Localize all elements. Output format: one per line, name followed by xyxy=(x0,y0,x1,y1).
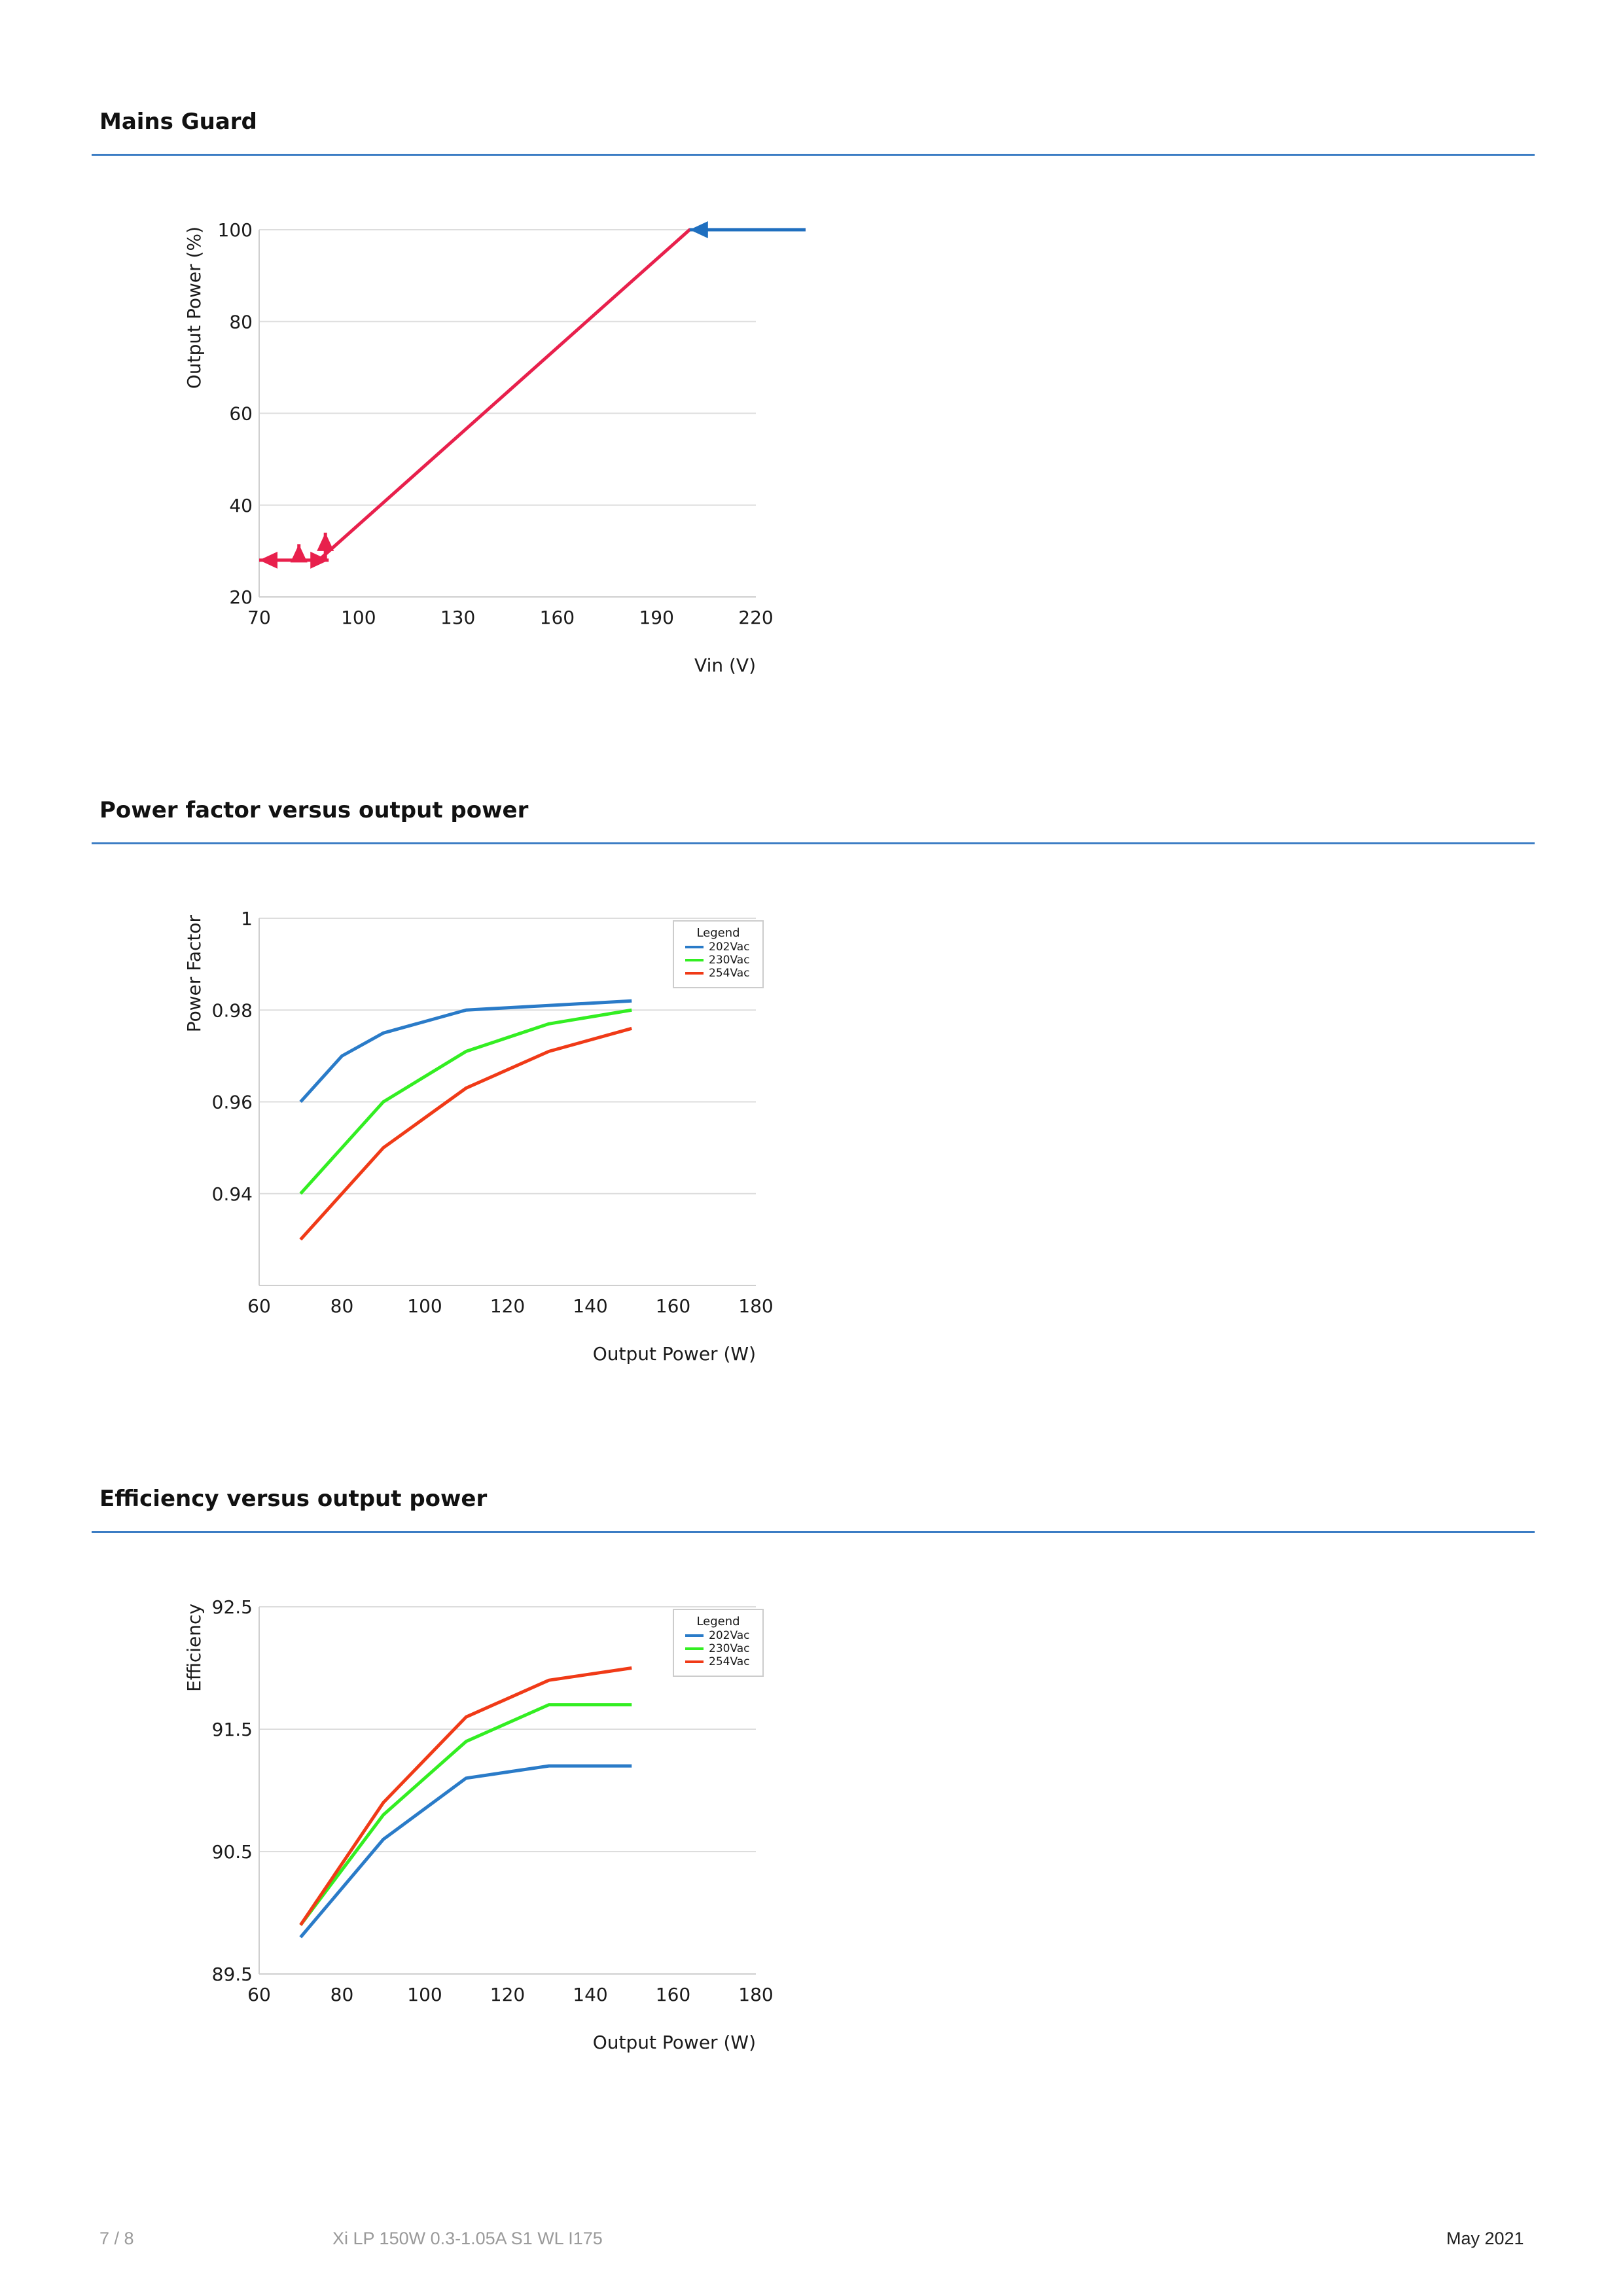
y-tick-label: 100 xyxy=(218,219,253,241)
legend-box xyxy=(673,1609,764,1677)
efficiency-chart: 89.5 90.5 91.5 92.5 60 80 100 120 140 160 180 Outpu… xyxy=(183,1596,774,2053)
y-axis-label: Efficiency xyxy=(183,1604,205,1692)
x-tick-label: 70 xyxy=(247,607,271,628)
y-tick-label: 91.5 xyxy=(212,1719,253,1740)
x-tick-label: 160 xyxy=(540,607,575,628)
annotation-arrow-head xyxy=(310,551,329,569)
x-tick-label: 100 xyxy=(407,1295,442,1317)
y-axis-label: Power Factor xyxy=(183,915,205,1033)
section-title-efficiency: Efficiency versus output power xyxy=(99,1486,488,1512)
annotation-arrow-head xyxy=(259,551,277,569)
annotation-arrow-head xyxy=(689,221,708,238)
x-tick-label: 140 xyxy=(573,1984,607,2005)
x-tick-label: 100 xyxy=(407,1984,442,2005)
series-line-254vac xyxy=(299,1666,632,1926)
x-tick-label: 180 xyxy=(738,1295,773,1317)
x-tick-label: 160 xyxy=(656,1984,690,2005)
x-tick-label: 100 xyxy=(341,607,376,628)
y-tick-label: 0.96 xyxy=(212,1092,253,1113)
x-tick-label: 120 xyxy=(490,1295,525,1317)
y-tick-label: 90.5 xyxy=(212,1841,253,1863)
legend-label: 254Vac xyxy=(709,967,750,980)
publication-date: May 2021 xyxy=(1446,2229,1524,2248)
mains-guard-chart: 20 40 60 80 100 70 100 130 160 190 220 Vin (V) Outpu… xyxy=(183,219,806,676)
x-tick-label: 220 xyxy=(738,607,773,628)
section-divider xyxy=(92,154,1535,156)
series-line xyxy=(317,228,806,562)
section-title-power-factor: Power factor versus output power xyxy=(99,797,529,823)
section-divider xyxy=(92,842,1535,844)
x-tick-label: 120 xyxy=(490,1984,525,2005)
legend-title: Legend xyxy=(696,926,740,940)
x-axis-label: Output Power (W) xyxy=(593,2032,756,2053)
legend-label: 202Vac xyxy=(709,941,750,954)
x-tick-label: 180 xyxy=(738,1984,773,2005)
series-line-230vac xyxy=(299,1008,632,1195)
x-tick-label: 160 xyxy=(656,1295,690,1317)
x-tick-label: 80 xyxy=(330,1295,354,1317)
y-tick-label: 80 xyxy=(229,311,253,332)
product-name: Xi LP 150W 0.3-1.05A S1 WL I175 xyxy=(332,2229,603,2248)
series-line-202vac xyxy=(299,999,632,1103)
x-axis-label: Vin (V) xyxy=(694,655,756,676)
annotation-arrow-head xyxy=(290,544,308,563)
y-tick-label: 20 xyxy=(229,586,253,608)
series-line-202vac xyxy=(299,1764,632,1939)
series-line-254vac xyxy=(299,1026,632,1241)
x-tick-label: 80 xyxy=(330,1984,354,2005)
series-line-230vac xyxy=(299,1703,632,1926)
legend-label: 254Vac xyxy=(709,1655,750,1668)
x-tick-label: 190 xyxy=(639,607,673,628)
legend-label: 230Vac xyxy=(709,1642,750,1655)
y-tick-label: 0.94 xyxy=(212,1183,253,1205)
x-tick-label: 140 xyxy=(573,1295,607,1317)
section-title-mains-guard: Mains Guard xyxy=(99,109,257,135)
section-divider xyxy=(92,1531,1535,1533)
legend-label: 202Vac xyxy=(709,1629,750,1642)
x-tick-label: 130 xyxy=(440,607,475,628)
y-axis-label: Output Power (%) xyxy=(183,226,205,389)
y-tick-label: 0.98 xyxy=(212,999,253,1021)
y-tick-label: 92.5 xyxy=(212,1596,253,1618)
legend-label: 230Vac xyxy=(709,954,750,967)
y-tick-label: 89.5 xyxy=(212,1964,253,1985)
y-tick-label: 40 xyxy=(229,495,253,516)
legend-box xyxy=(673,920,764,988)
y-tick-label: 1 xyxy=(241,908,253,929)
x-tick-label: 60 xyxy=(247,1295,271,1317)
annotation-arrow-head xyxy=(317,532,334,551)
x-axis-label: Output Power (W) xyxy=(593,1343,756,1365)
y-tick-label: 60 xyxy=(229,403,253,425)
x-tick-label: 60 xyxy=(247,1984,271,2005)
page-number: 7 / 8 xyxy=(99,2229,134,2248)
legend-title: Legend xyxy=(696,1615,740,1628)
